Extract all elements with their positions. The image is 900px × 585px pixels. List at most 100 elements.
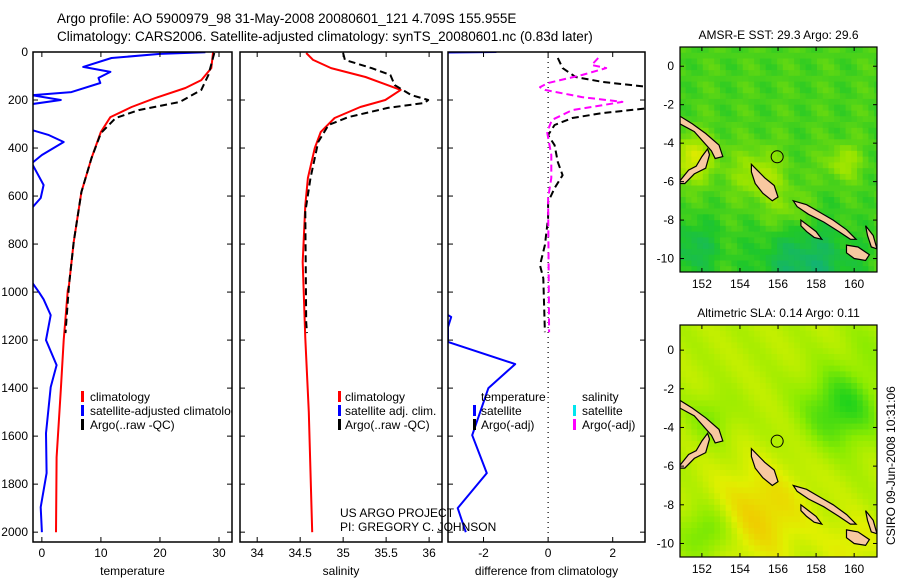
map-cell bbox=[839, 202, 847, 210]
map-cell bbox=[834, 202, 841, 210]
map-cell bbox=[720, 504, 727, 512]
map-cell bbox=[708, 452, 715, 459]
map-cell bbox=[737, 539, 744, 546]
map-cell bbox=[697, 64, 704, 71]
map-cell bbox=[759, 145, 767, 152]
map-cell bbox=[720, 116, 727, 123]
map-cell bbox=[868, 139, 875, 146]
map-cell bbox=[771, 487, 778, 494]
map-cell bbox=[822, 446, 830, 454]
map-cell bbox=[788, 197, 795, 204]
map-cell bbox=[828, 52, 835, 60]
map-cell bbox=[685, 475, 692, 483]
map-cell bbox=[680, 545, 687, 552]
map-cell bbox=[839, 528, 847, 535]
map-cell bbox=[862, 371, 869, 378]
map-cell bbox=[799, 104, 807, 112]
map-cell bbox=[737, 435, 744, 442]
map-cell bbox=[708, 330, 715, 338]
x-tick-label: 34 bbox=[251, 546, 265, 560]
map-cell bbox=[851, 237, 858, 244]
map-cell bbox=[805, 533, 812, 541]
lon-tick-label: 160 bbox=[844, 277, 864, 291]
map-cell bbox=[788, 254, 795, 262]
map-cell bbox=[794, 75, 801, 83]
map-cell bbox=[874, 423, 877, 430]
map-cell bbox=[685, 441, 692, 448]
map-cell bbox=[811, 394, 818, 401]
map-cell bbox=[771, 446, 778, 454]
map-cell bbox=[714, 58, 721, 65]
map-cell bbox=[725, 400, 732, 407]
map-cell bbox=[691, 493, 698, 500]
map-cell bbox=[748, 47, 755, 54]
map-cell bbox=[794, 150, 801, 158]
map-cell bbox=[857, 446, 864, 454]
map-cell bbox=[725, 470, 732, 477]
map-cell bbox=[868, 452, 875, 459]
map-cell bbox=[742, 214, 750, 221]
map-cell bbox=[714, 441, 721, 448]
map-cell bbox=[851, 516, 858, 523]
map-cell bbox=[691, 248, 698, 256]
map-cell bbox=[811, 377, 818, 384]
map-cell bbox=[874, 47, 877, 54]
map-cell bbox=[731, 156, 738, 163]
map-cell bbox=[708, 551, 715, 557]
map-cell bbox=[702, 551, 710, 557]
map-cell bbox=[782, 499, 790, 506]
map-cell bbox=[851, 197, 858, 204]
map-cell bbox=[742, 336, 750, 343]
map-cell bbox=[685, 510, 692, 517]
map-cell bbox=[702, 173, 710, 181]
map-cell bbox=[782, 412, 790, 419]
map-cell bbox=[839, 122, 847, 129]
map-cell bbox=[702, 70, 710, 77]
map-cell bbox=[777, 354, 784, 361]
map-cell bbox=[805, 400, 812, 407]
map-cell bbox=[851, 388, 858, 396]
map-cell bbox=[754, 122, 761, 129]
map-cell bbox=[828, 377, 835, 384]
map-cell bbox=[857, 394, 864, 401]
x-tick-label: 34.5 bbox=[288, 546, 312, 560]
map-cell bbox=[725, 435, 732, 442]
map-cell bbox=[759, 528, 767, 535]
map-cell bbox=[714, 470, 721, 477]
map-cell bbox=[720, 545, 727, 552]
map-cell bbox=[748, 342, 755, 349]
map-cell bbox=[771, 116, 778, 123]
map-cell bbox=[771, 231, 778, 238]
map-cell bbox=[834, 354, 841, 361]
map-cell bbox=[811, 191, 818, 198]
map-cell bbox=[828, 510, 835, 517]
map-cell bbox=[857, 551, 864, 557]
map-cell bbox=[771, 330, 778, 338]
map-cell bbox=[845, 266, 852, 272]
map-cell bbox=[685, 93, 692, 100]
map-cell bbox=[851, 336, 858, 343]
map-cell bbox=[822, 168, 830, 175]
series-line-satellite-adjusted-climatology bbox=[33, 52, 206, 533]
map-cell bbox=[759, 93, 767, 100]
map-cell bbox=[811, 104, 818, 112]
map-cell bbox=[731, 394, 738, 401]
map-cell bbox=[805, 70, 812, 77]
map-cell bbox=[805, 191, 812, 198]
map-cell bbox=[691, 202, 698, 210]
map-cell bbox=[777, 98, 784, 106]
map-cell bbox=[862, 150, 869, 158]
map-cell bbox=[794, 522, 801, 529]
map-cell bbox=[822, 516, 830, 523]
map-cell bbox=[822, 52, 830, 60]
map-cell bbox=[834, 81, 841, 88]
map-cell bbox=[759, 52, 767, 60]
map-cell bbox=[742, 545, 750, 552]
map-cell bbox=[691, 504, 698, 512]
map-cell bbox=[737, 423, 744, 430]
map-cell bbox=[828, 499, 835, 506]
map-cell bbox=[862, 116, 869, 123]
map-cell bbox=[771, 220, 778, 227]
map-cell bbox=[845, 365, 852, 372]
